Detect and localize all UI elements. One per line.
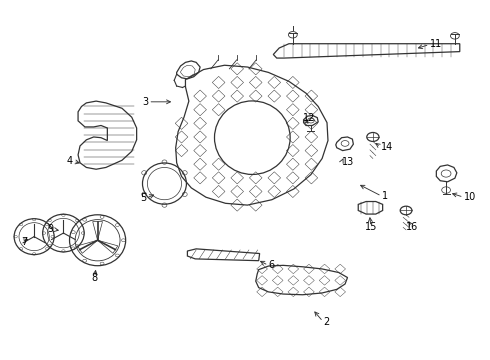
Text: 3: 3 <box>142 97 148 107</box>
Text: 14: 14 <box>381 142 393 152</box>
Text: 1: 1 <box>382 191 388 201</box>
Text: 5: 5 <box>140 193 147 203</box>
Text: 7: 7 <box>22 237 28 247</box>
Text: 6: 6 <box>269 260 274 270</box>
Text: 9: 9 <box>48 225 54 234</box>
Text: 15: 15 <box>365 222 377 231</box>
Text: 4: 4 <box>67 156 73 166</box>
Text: 2: 2 <box>323 317 329 327</box>
Text: 13: 13 <box>342 157 354 167</box>
Text: 16: 16 <box>406 222 418 231</box>
Text: 12: 12 <box>303 113 315 123</box>
Text: 11: 11 <box>430 40 442 49</box>
Text: 8: 8 <box>92 273 98 283</box>
Text: 10: 10 <box>464 192 476 202</box>
